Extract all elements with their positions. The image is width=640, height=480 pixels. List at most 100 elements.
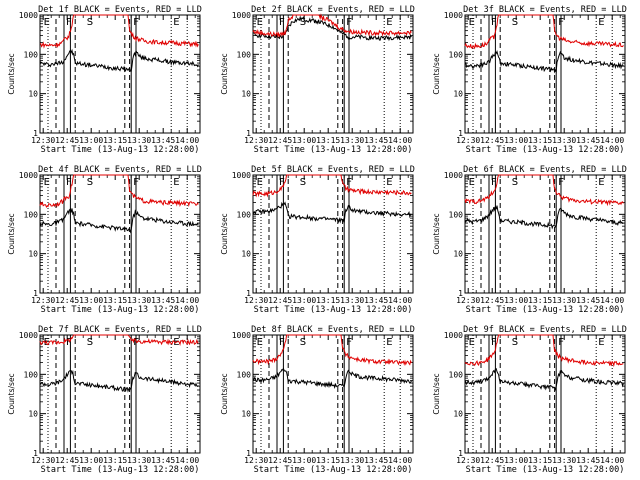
interval-letter: S [512,17,518,28]
x-tick-label: 13:15 [528,296,552,305]
series-events-line [39,48,199,73]
x-tick-label: 12:30 [456,456,480,465]
series-lld-line [464,334,624,368]
x-tick-label: 12:45 [268,136,292,145]
x-tick-label: 13:45 [576,456,600,465]
x-tick-label: 13:15 [316,136,340,145]
interval-letter: S [512,337,518,348]
detector-panel-8: Det 8f BLACK = Events, RED = LLD 1 10 100 10… [220,325,415,475]
series-events-line [252,15,412,42]
interval-letter: E [469,177,475,188]
x-axis-label: Start Time (13-Aug-13 12:28:00) [41,465,200,475]
x-tick-label: 13:45 [151,136,175,145]
x-tick-label: 14:00 [175,296,199,305]
interval-letter: E [598,337,604,348]
interval-letter: F [558,17,564,28]
y-tick-label: 100 [449,370,464,379]
x-tick-label: 12:45 [480,296,504,305]
interval-letter: E [469,337,475,348]
x-tick-label: 13:30 [340,136,364,145]
x-tick-label: 12:45 [268,456,292,465]
series-lld-line [39,14,199,49]
interval-letter: E [173,17,179,28]
x-tick-label: 12:30 [456,136,480,145]
interval-letter: F [346,17,352,28]
panel-title: Det 8f BLACK = Events, RED = LLD [251,325,415,335]
detector-panel-6: Det 6f BLACK = Events, RED = LLD 1 10 100 10… [432,165,627,315]
x-tick-label: 13:00 [292,136,316,145]
x-tick-label: 13:30 [127,456,151,465]
y-tick-label: 10 [241,250,251,259]
y-tick-label: 10 [241,90,251,99]
x-tick-label: 13:15 [528,456,552,465]
x-tick-label: 13:15 [528,136,552,145]
x-tick-label: 13:45 [364,136,388,145]
x-tick-label: 13:15 [103,296,127,305]
y-axis-label: Counts/sec [220,53,229,94]
panel-title: Det 6f BLACK = Events, RED = LLD [463,165,627,175]
x-axis-label: Start Time (13-Aug-13 12:28:00) [466,465,625,475]
y-axis-label: Counts/sec [432,53,441,94]
x-tick-label: 14:00 [175,136,199,145]
series-lld-line [252,174,412,198]
series-events-line [39,369,199,393]
x-tick-label: 13:30 [552,456,576,465]
x-tick-label: 12:45 [55,456,79,465]
interval-letter: S [300,177,306,188]
y-tick-label: 1 [246,289,251,298]
y-tick-label: 100 [237,50,252,59]
y-tick-label: 10 [28,90,38,99]
panel-title: Det 7f BLACK = Events, RED = LLD [38,325,202,335]
y-tick-label: 100 [24,210,39,219]
series-lld-line [464,14,624,50]
detector-panel-7: Det 7f BLACK = Events, RED = LLD 1 10 100 10… [7,325,202,475]
series-events-line [464,204,624,230]
y-tick-label: 100 [449,50,464,59]
series-lld-line [464,174,624,207]
interval-letter: F [491,17,497,28]
series-lld-line [39,334,199,346]
y-axis-label: Counts/sec [220,213,229,254]
x-tick-label: 13:45 [364,456,388,465]
panel-title: Det 1f BLACK = Events, RED = LLD [38,5,202,15]
interval-letter: E [173,177,179,188]
interval-letter: E [386,17,392,28]
x-tick-label: 13:15 [103,136,127,145]
detector-panel-5: Det 5f BLACK = Events, RED = LLD 1 10 100 10… [220,165,415,315]
x-axis-label: Start Time (13-Aug-13 12:28:00) [254,465,413,475]
x-tick-label: 13:15 [316,456,340,465]
interval-letter: F [279,17,285,28]
detector-panel-3: Det 3f BLACK = Events, RED = LLD 1 10 100 10… [432,5,627,155]
y-tick-label: 1 [33,449,38,458]
y-tick-label: 10 [453,250,463,259]
x-tick-label: 13:00 [79,456,103,465]
x-tick-label: 12:45 [480,456,504,465]
interval-letter: E [257,337,263,348]
y-tick-label: 100 [237,370,252,379]
interval-letter: F [66,177,72,188]
interval-letter: E [469,17,475,28]
x-tick-label: 13:30 [127,136,151,145]
interval-letter: F [66,17,72,28]
interval-letter: F [133,337,139,348]
interval-letter: F [66,337,72,348]
x-tick-label: 13:45 [151,456,175,465]
y-tick-label: 100 [24,50,39,59]
x-tick-label: 13:15 [316,296,340,305]
y-tick-label: 10 [453,90,463,99]
x-tick-label: 12:30 [31,136,55,145]
x-tick-label: 13:45 [364,296,388,305]
panel-title: Det 2f BLACK = Events, RED = LLD [251,5,415,15]
y-tick-label: 1 [458,449,463,458]
interval-letter: S [87,177,93,188]
y-tick-label: 1 [33,129,38,138]
panel-title: Det 9f BLACK = Events, RED = LLD [463,325,627,335]
x-tick-label: 12:45 [55,296,79,305]
x-tick-label: 14:00 [600,136,624,145]
x-tick-label: 13:15 [103,456,127,465]
interval-letter: F [558,177,564,188]
x-tick-label: 13:00 [79,136,103,145]
interval-letter: E [386,177,392,188]
x-tick-label: 14:00 [388,136,412,145]
